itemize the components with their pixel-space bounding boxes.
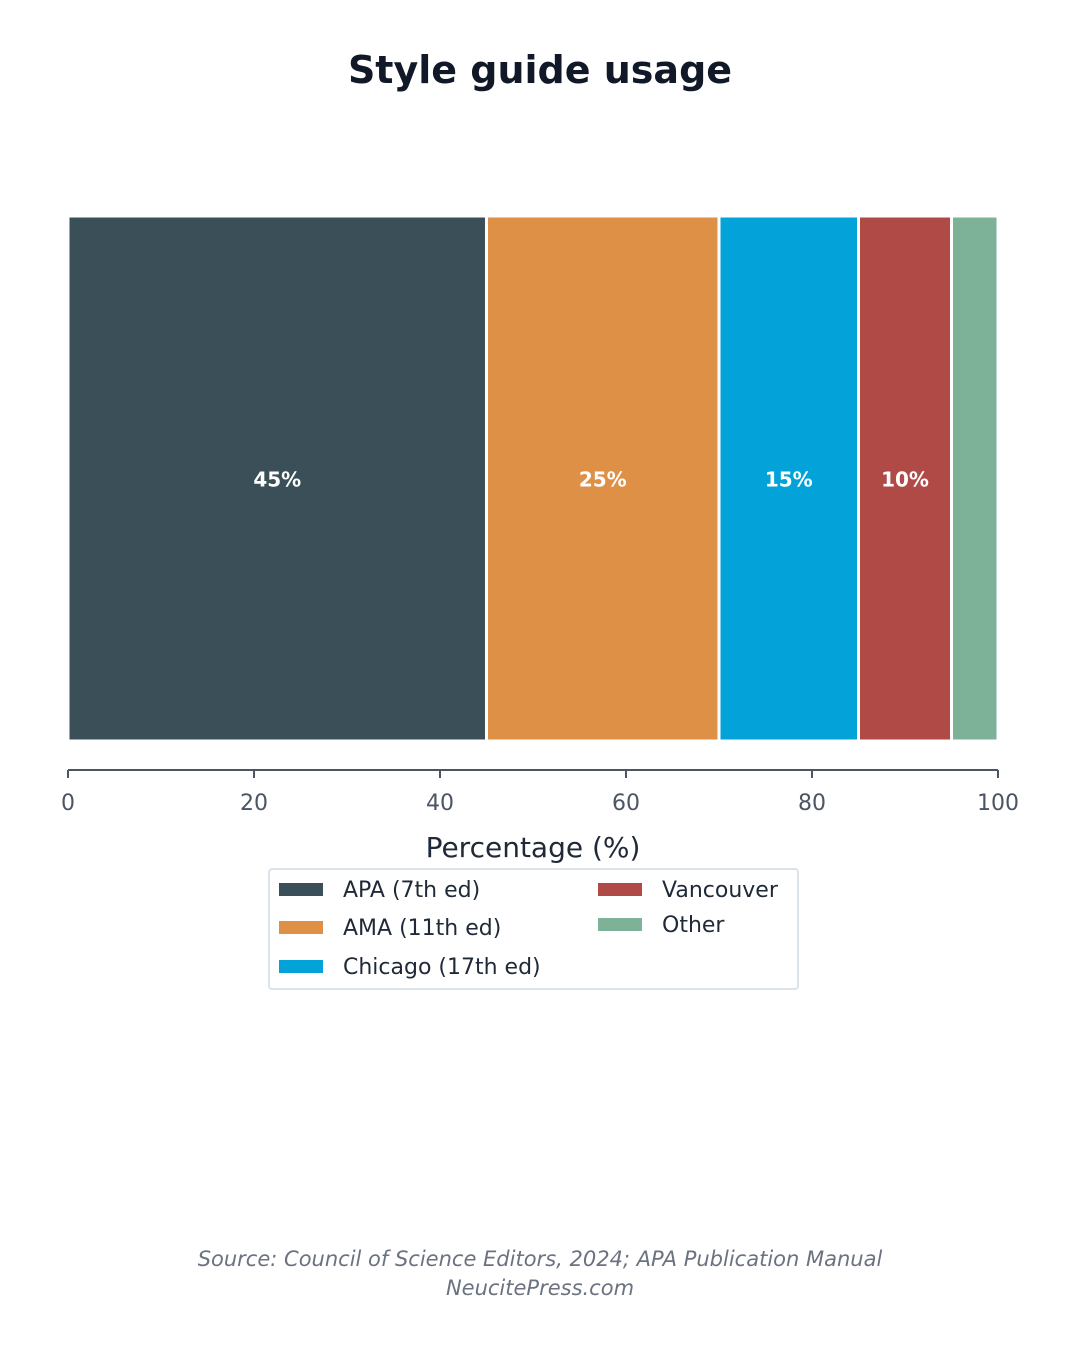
legend-label: APA (7th ed) [343,878,480,903]
legend-label: Vancouver [662,878,779,903]
bar-value-label: 45% [253,468,301,492]
x-tick-label: 100 [977,791,1019,816]
legend-swatch [279,960,323,973]
legend-label: AMA (11th ed) [343,916,501,941]
chart-title: Style guide usage [348,48,732,92]
x-tick-label: 80 [798,791,826,816]
x-tick-label: 0 [61,791,75,816]
bar-segment-1 [66,214,488,743]
legend-swatch [279,883,323,896]
bar-value-label: 15% [765,468,813,492]
legend-frame [268,868,799,990]
x-tick-label: 60 [612,791,640,816]
bar-value-label: 25% [579,468,627,492]
site-credit: NeucitePress.com [446,1276,634,1300]
legend-swatch [598,918,642,931]
stacked-bar [66,214,1000,743]
x-tick-label: 40 [426,791,454,816]
legend-swatch [279,921,323,934]
bar-value-label: 10% [881,468,929,492]
legend-swatch [598,883,642,896]
legend-label: Other [662,913,725,938]
bar-segment-2 [485,214,721,743]
x-tick-label: 20 [240,791,268,816]
legend-label: Chicago (17th ed) [343,955,541,980]
x-axis-label: Percentage (%) [426,831,641,864]
bar-labels: 45% 25% 15% 10% [253,468,929,492]
x-axis: 0 20 40 60 80 100 [61,769,1019,816]
legend: APA (7th ed) AMA (11th ed) Chicago (17th e… [268,868,799,990]
bar-segment-3 [717,214,860,743]
source-note: Source: Council of Science Editors, 2024… [198,1247,883,1271]
bar-segment-5 [950,214,1000,743]
